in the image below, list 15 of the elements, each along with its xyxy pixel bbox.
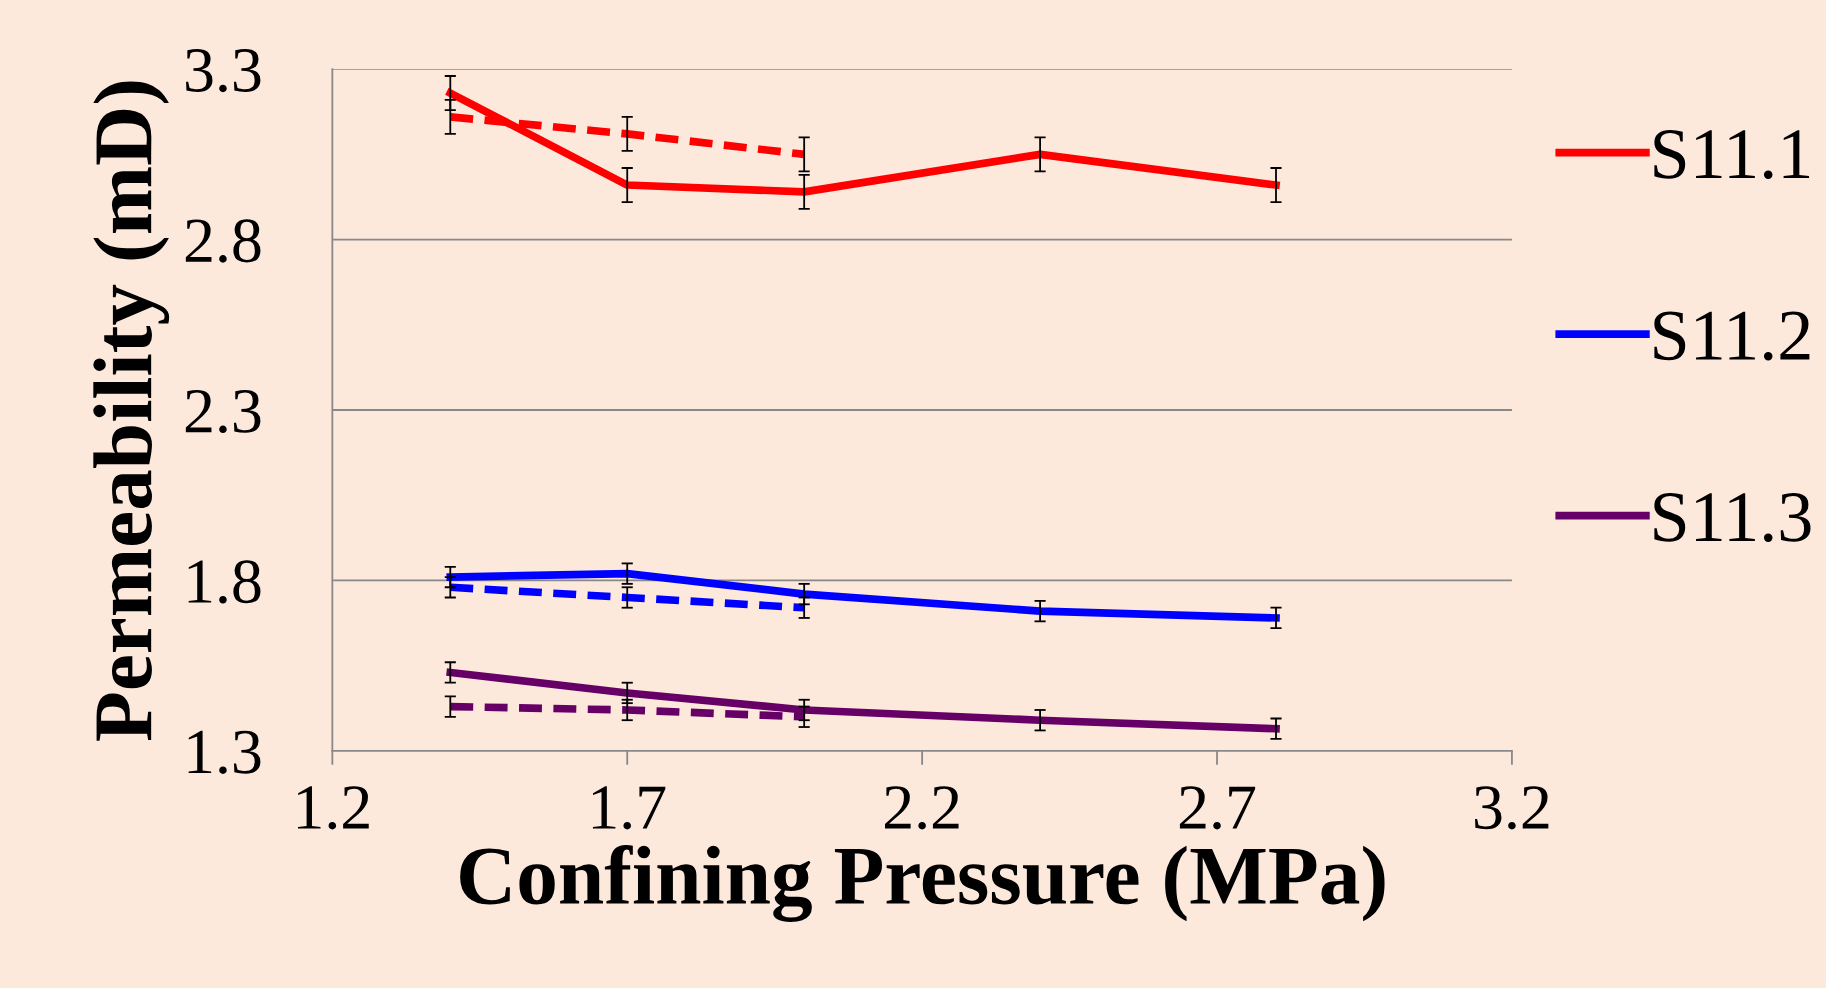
legend-label: S11.3 <box>1654 493 1811 542</box>
x-tick-label: 1.2 <box>298 786 369 830</box>
y-tick-label: 1.8 <box>188 560 261 604</box>
x-tick-label: 3.2 <box>1475 786 1549 830</box>
y-tick-label: 3.3 <box>186 49 261 93</box>
y-tick-label: 2.8 <box>185 219 261 263</box>
legend-label: S11.2 <box>1654 311 1810 361</box>
x-tick-label: 2.7 <box>1179 786 1256 830</box>
x-axis-title: Confining Pressure (MPa) <box>460 844 1385 922</box>
x-tick-label: 2.2 <box>885 786 959 830</box>
y-axis-title: Permeability (mD) <box>93 81 170 741</box>
y-tick-label: 1.3 <box>188 730 261 774</box>
legend-label: S11.1 <box>1654 130 1810 179</box>
y-tick-label: 2.3 <box>185 389 261 434</box>
x-tick-label: 1.7 <box>592 786 666 830</box>
